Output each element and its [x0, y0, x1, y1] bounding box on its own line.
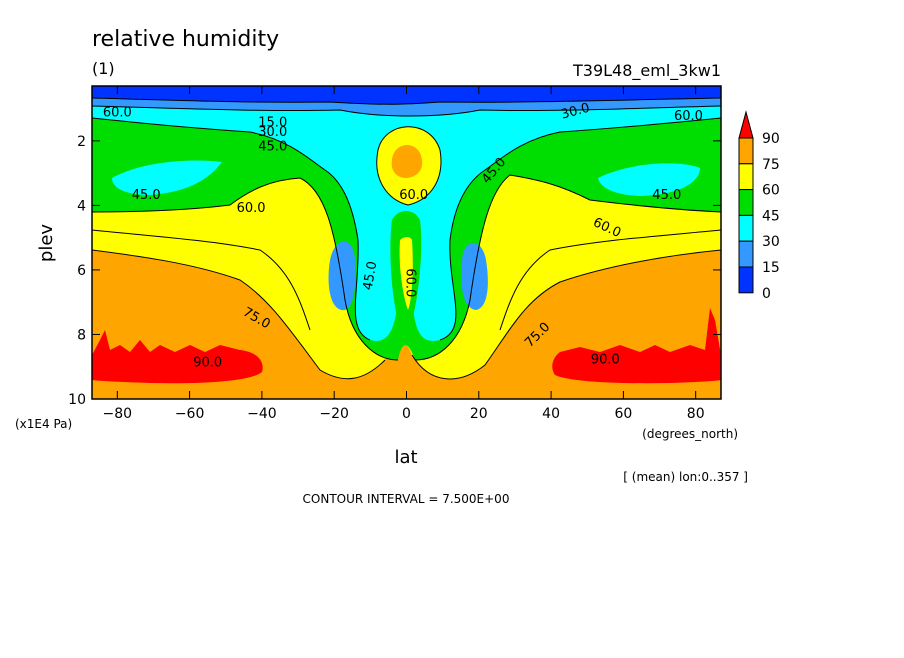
band-0-15-top	[92, 86, 721, 105]
band-75-90-blob	[391, 145, 423, 178]
contour-label: 90.0	[591, 353, 620, 368]
y-tick-label: 2	[77, 134, 86, 150]
contour-label: 60.0	[403, 268, 418, 297]
colorbar-label: 90	[762, 131, 780, 147]
contour-label: 45.0	[132, 188, 161, 203]
colorbar-swatch	[738, 240, 754, 268]
contour-label: 45.0	[652, 188, 681, 203]
x-tick-label: 60	[614, 406, 632, 422]
panel-number: (1)	[92, 59, 115, 78]
y-tick-label: 6	[77, 263, 86, 279]
contour-label: 60.0	[674, 109, 703, 124]
band-15-30-left	[328, 241, 356, 311]
contour-label: 90.0	[193, 356, 222, 371]
y-axis: 2 4 6 8 10	[68, 134, 721, 408]
colorbar-label: 45	[762, 208, 780, 224]
contour-label: 15.0	[258, 115, 287, 130]
y-tick-label: 8	[77, 327, 86, 343]
x-tick-label: −40	[247, 406, 277, 422]
contour-label: 45.0	[361, 260, 381, 291]
colorbar-label: 60	[762, 183, 780, 199]
contour-line	[499, 229, 721, 331]
x-tick-label: 0	[402, 406, 411, 422]
colorbar-label: 15	[762, 260, 780, 276]
y-axis-units: (x1E4 Pa)	[15, 417, 72, 431]
colorbar-arrow	[738, 110, 754, 139]
contour-label: 30.0	[258, 125, 287, 140]
colorbar-legend: 90 75 60 45 30 15 0	[738, 110, 780, 302]
contour-line	[411, 249, 721, 380]
contour-line	[92, 97, 721, 105]
colorbar-swatch	[738, 189, 754, 216]
x-tick-label: 80	[687, 406, 705, 422]
colorbar-swatch	[738, 137, 754, 165]
averaging-note: [ (mean) lon:0..357 ]	[623, 470, 748, 484]
x-axis-label: lat	[394, 447, 417, 468]
contour-label: 60.0	[237, 201, 266, 216]
y-tick-label: 10	[68, 392, 86, 408]
contour-line	[439, 117, 721, 341]
x-tick-label: −60	[175, 406, 205, 422]
colorbar-label: 0	[762, 286, 771, 302]
run-name: T39L48_eml_3kw1	[572, 61, 721, 81]
contour-label: 45.0	[258, 140, 287, 155]
y-tick-label: 4	[77, 198, 86, 214]
contour-line	[376, 126, 442, 206]
band-30-45-left	[112, 160, 222, 195]
contour-interval-text: CONTOUR INTERVAL = 7.500E+00	[303, 492, 510, 506]
colorbar-swatch	[738, 214, 754, 242]
x-axis: −80 −60 −40 −20 0 20 40 60 80	[103, 86, 705, 422]
contour-line	[92, 117, 371, 341]
contour-line	[92, 229, 311, 331]
colorbar-swatch	[738, 266, 754, 294]
x-axis-units: (degrees_north)	[642, 427, 738, 441]
x-tick-label: −20	[319, 406, 349, 422]
x-tick-label: 40	[542, 406, 560, 422]
plot-area	[92, 86, 721, 399]
contour-line	[92, 249, 386, 380]
colorbar-swatch	[738, 163, 754, 191]
contour-label: 60.0	[399, 188, 428, 203]
contour-label: 30.0	[560, 101, 592, 123]
colorbar-label: 30	[762, 234, 780, 250]
x-tick-label: −80	[103, 406, 133, 422]
contour-line	[414, 174, 721, 361]
contour-line	[92, 177, 399, 361]
chart-title: relative humidity	[92, 27, 279, 52]
x-tick-label: 20	[470, 406, 488, 422]
band-90-right	[552, 308, 721, 384]
band-30-45-right	[598, 163, 700, 196]
band-60-75-stem	[399, 237, 413, 310]
contour-label: 60.0	[103, 106, 132, 121]
contour-line	[92, 105, 721, 117]
band-15-30-right	[461, 242, 488, 310]
band-90-left	[92, 330, 263, 384]
colorbar-label: 75	[762, 157, 780, 173]
y-axis-label: plev	[36, 224, 57, 263]
